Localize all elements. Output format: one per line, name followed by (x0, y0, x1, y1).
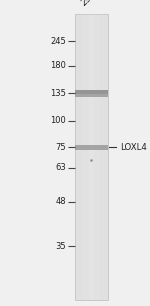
Bar (101, 14, 103, 300)
Bar (79, 14, 81, 300)
Bar (102, 14, 104, 300)
Text: 100: 100 (50, 116, 66, 125)
Bar (84, 14, 86, 300)
Text: 35: 35 (55, 242, 66, 251)
Bar (91, 14, 93, 300)
Bar (107, 14, 109, 300)
Text: 180: 180 (50, 61, 66, 70)
Text: 63: 63 (55, 163, 66, 172)
Bar (88, 14, 90, 300)
Bar (75, 14, 77, 300)
Bar (75, 14, 108, 300)
Bar (105, 14, 107, 300)
Bar (81, 14, 83, 300)
Text: 48: 48 (55, 197, 66, 207)
Bar (89, 14, 91, 300)
Text: 75: 75 (55, 143, 66, 152)
Bar (82, 14, 84, 300)
Bar (85, 14, 87, 300)
Bar (83, 14, 85, 300)
Bar (74, 14, 76, 300)
Text: 135: 135 (50, 89, 66, 98)
Bar (93, 14, 95, 300)
Text: LOXL4: LOXL4 (120, 143, 147, 152)
Bar (87, 14, 88, 300)
Bar (80, 14, 82, 300)
Bar (96, 14, 98, 300)
Bar (77, 14, 79, 300)
Bar (90, 14, 92, 300)
Bar (106, 14, 108, 300)
Text: 245: 245 (50, 37, 66, 46)
Text: 293T: 293T (80, 0, 102, 8)
Bar (97, 14, 99, 300)
Bar (75, 90, 108, 97)
Bar (104, 14, 106, 300)
Bar (100, 14, 102, 300)
Bar (75, 145, 108, 150)
Bar (94, 14, 96, 300)
Bar (76, 14, 78, 300)
Bar (75, 94, 108, 97)
Bar (98, 14, 100, 300)
Bar (92, 14, 94, 300)
Bar (99, 14, 101, 300)
